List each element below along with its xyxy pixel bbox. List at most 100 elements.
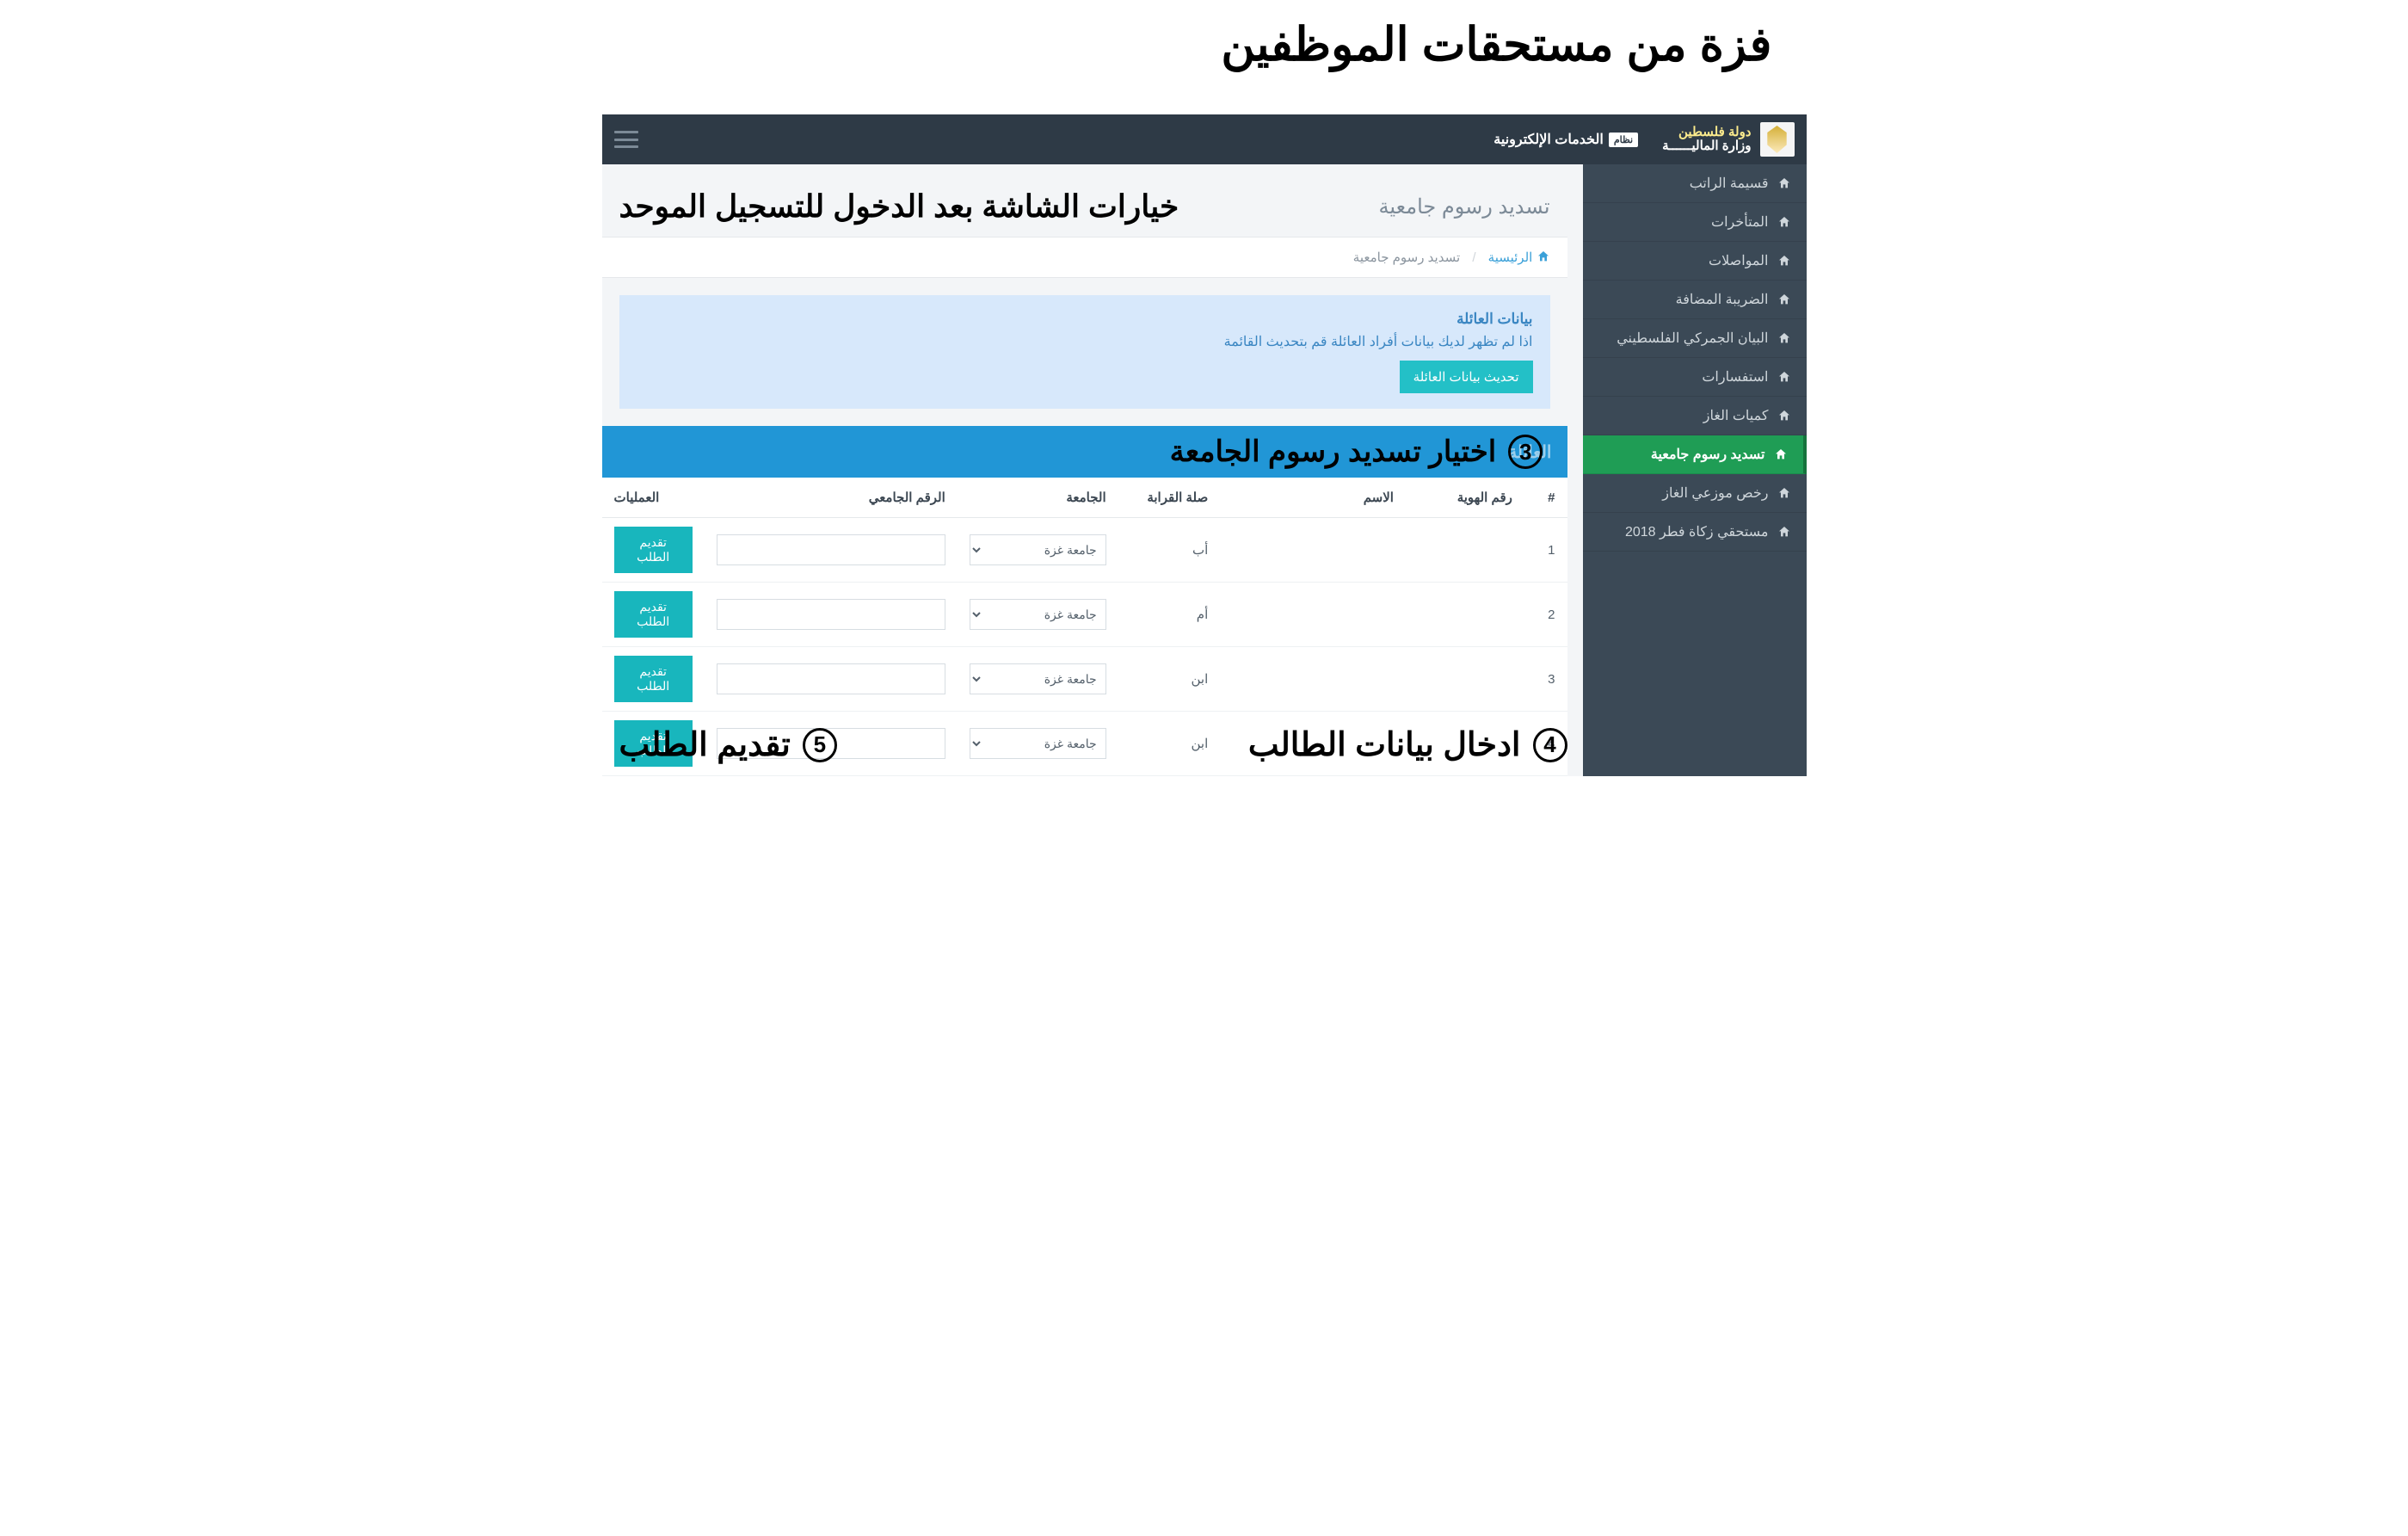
breadcrumb-separator: / — [1472, 250, 1475, 265]
cell-num: 4 — [1524, 712, 1567, 776]
cell-university: جامعة غزة — [958, 583, 1118, 647]
sidebar-item-3[interactable]: الضريبة المضافة — [1583, 281, 1807, 319]
th-university: الجامعة — [958, 478, 1118, 518]
home-icon — [1777, 409, 1791, 423]
cell-id-number — [1406, 647, 1524, 712]
th-student-id: الرقم الجامعي — [705, 478, 958, 518]
cell-relation: ابن — [1118, 712, 1221, 776]
university-select[interactable]: جامعة غزة — [970, 663, 1106, 694]
student-id-input[interactable] — [717, 728, 945, 759]
sidebar-item-6[interactable]: كميات الغاز — [1583, 397, 1807, 435]
cell-num: 2 — [1524, 583, 1567, 647]
breadcrumb-home-link[interactable]: الرئيسية — [1488, 250, 1533, 265]
alert-title: بيانات العائلة — [637, 311, 1533, 328]
university-select[interactable]: جامعة غزة — [970, 599, 1106, 630]
family-alert: بيانات العائلة اذا لم تظهر لديك بيانات أ… — [619, 295, 1550, 409]
cell-university: جامعة غزة — [958, 518, 1118, 583]
cell-name — [1220, 518, 1406, 583]
page-title: تسديد رسوم جامعية — [1379, 194, 1550, 219]
home-icon — [1777, 370, 1791, 384]
sidebar-item-label: مستحقي زكاة فطر 2018 — [1625, 523, 1769, 540]
cell-name — [1220, 583, 1406, 647]
cell-university: جامعة غزة — [958, 712, 1118, 776]
sidebar-item-label: استفسارات — [1702, 368, 1768, 386]
cell-relation: أم — [1118, 583, 1221, 647]
cell-relation: ابن — [1118, 647, 1221, 712]
cell-id-number — [1406, 583, 1524, 647]
cell-relation: أب — [1118, 518, 1221, 583]
layout: قسيمة الراتب المتأخرات المواصلات الضريبة ال… — [602, 164, 1807, 776]
home-icon — [1777, 293, 1791, 306]
cell-student-id — [705, 647, 958, 712]
cell-student-id — [705, 583, 958, 647]
submit-request-button[interactable]: تقديم الطلب — [614, 527, 693, 573]
submit-request-button[interactable]: تقديم الطلب — [614, 656, 693, 702]
sidebar-item-4[interactable]: البيان الجمركي الفلسطيني — [1583, 319, 1807, 358]
sidebar-item-7[interactable]: تسديد رسوم جامعية — [1583, 435, 1807, 474]
topbar: دولة فلسطين وزارة الماليــــــة نظام الخ… — [602, 114, 1807, 164]
submit-request-button[interactable]: تقديم الطلب — [614, 720, 693, 767]
content-area: تسديد رسوم جامعية خيارات الشاشة بعد الدخ… — [602, 164, 1583, 776]
sidebar: قسيمة الراتب المتأخرات المواصلات الضريبة ال… — [1583, 164, 1807, 776]
home-icon — [1777, 331, 1791, 345]
university-select[interactable]: جامعة غزة — [970, 728, 1106, 759]
cell-name — [1220, 712, 1406, 776]
annotation-after-login: خيارات الشاشة بعد الدخول للتسجيل الموحد — [619, 188, 1179, 225]
brand-country: دولة فلسطين — [1662, 126, 1751, 140]
cell-id-number — [1406, 712, 1524, 776]
sidebar-item-2[interactable]: المواصلات — [1583, 242, 1807, 281]
table-row: 2 أم جامعة غزة تقديم الطلب — [602, 583, 1567, 647]
cell-name — [1220, 647, 1406, 712]
panel-header: العائلة 3 اختيار تسديد رسوم الجامعة — [602, 426, 1567, 478]
slide-title: فزة من مستحقات الموظفين — [602, 0, 1807, 114]
brand-text: دولة فلسطين وزارة الماليــــــة — [1662, 126, 1751, 154]
home-icon — [1777, 525, 1791, 539]
sidebar-item-label: المواصلات — [1709, 252, 1768, 269]
family-table-container: # رقم الهوية الاسم صلة القرابة الجامعة ا… — [602, 478, 1567, 776]
th-relation: صلة القرابة — [1118, 478, 1221, 518]
refresh-family-button[interactable]: تحديث بيانات العائلة — [1400, 361, 1533, 393]
sidebar-item-0[interactable]: قسيمة الراتب — [1583, 164, 1807, 203]
table-header-row: # رقم الهوية الاسم صلة القرابة الجامعة ا… — [602, 478, 1567, 518]
cell-operations: تقديم الطلب — [602, 583, 705, 647]
alert-message: اذا لم تظهر لديك بيانات أفراد العائلة قم… — [637, 333, 1533, 350]
sidebar-item-5[interactable]: استفسارات — [1583, 358, 1807, 397]
home-icon — [1774, 447, 1788, 461]
th-name: الاسم — [1220, 478, 1406, 518]
sidebar-item-8[interactable]: رخص موزعي الغاز — [1583, 474, 1807, 513]
breadcrumb-current: تسديد رسوم جامعية — [1353, 250, 1460, 265]
student-id-input[interactable] — [717, 663, 945, 694]
cell-operations: تقديم الطلب — [602, 518, 705, 583]
home-icon — [1777, 486, 1791, 500]
cell-id-number — [1406, 518, 1524, 583]
cell-num: 1 — [1524, 518, 1567, 583]
university-select[interactable]: جامعة غزة — [970, 534, 1106, 565]
step3-badge: 3 — [1508, 435, 1543, 469]
sidebar-item-1[interactable]: المتأخرات — [1583, 203, 1807, 242]
sidebar-item-label: المتأخرات — [1711, 213, 1769, 231]
th-id-number: رقم الهوية — [1406, 478, 1524, 518]
home-icon — [1777, 254, 1791, 268]
table-row: 1 أب جامعة غزة تقديم الطلب — [602, 518, 1567, 583]
menu-toggle-icon[interactable] — [614, 131, 638, 148]
sidebar-item-label: الضريبة المضافة — [1676, 291, 1769, 308]
sidebar-item-label: رخص موزعي الغاز — [1662, 484, 1768, 502]
cell-operations: تقديم الطلب — [602, 647, 705, 712]
sidebar-item-label: قسيمة الراتب — [1690, 175, 1769, 192]
cell-num: 3 — [1524, 647, 1567, 712]
submit-request-button[interactable]: تقديم الطلب — [614, 591, 693, 638]
brand-ministry: وزارة الماليــــــة — [1662, 139, 1751, 154]
cell-operations: تقديم الطلب — [602, 712, 705, 776]
home-icon — [1777, 215, 1791, 229]
page-header-row: تسديد رسوم جامعية خيارات الشاشة بعد الدخ… — [602, 182, 1567, 237]
app-container: دولة فلسطين وزارة الماليــــــة نظام الخ… — [602, 114, 1807, 776]
cell-student-id — [705, 712, 958, 776]
th-operations: العمليات — [602, 478, 705, 518]
system-tag: نظام — [1609, 133, 1638, 147]
sidebar-item-label: البيان الجمركي الفلسطيني — [1617, 330, 1768, 347]
student-id-input[interactable] — [717, 599, 945, 630]
system-name: الخدمات الإلكترونية — [1493, 131, 1604, 148]
student-id-input[interactable] — [717, 534, 945, 565]
th-num: # — [1524, 478, 1567, 518]
sidebar-item-9[interactable]: مستحقي زكاة فطر 2018 — [1583, 513, 1807, 552]
